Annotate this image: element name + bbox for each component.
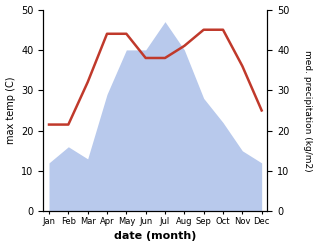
Y-axis label: med. precipitation (kg/m2): med. precipitation (kg/m2) (303, 50, 313, 171)
Y-axis label: max temp (C): max temp (C) (5, 77, 16, 144)
X-axis label: date (month): date (month) (114, 231, 197, 242)
